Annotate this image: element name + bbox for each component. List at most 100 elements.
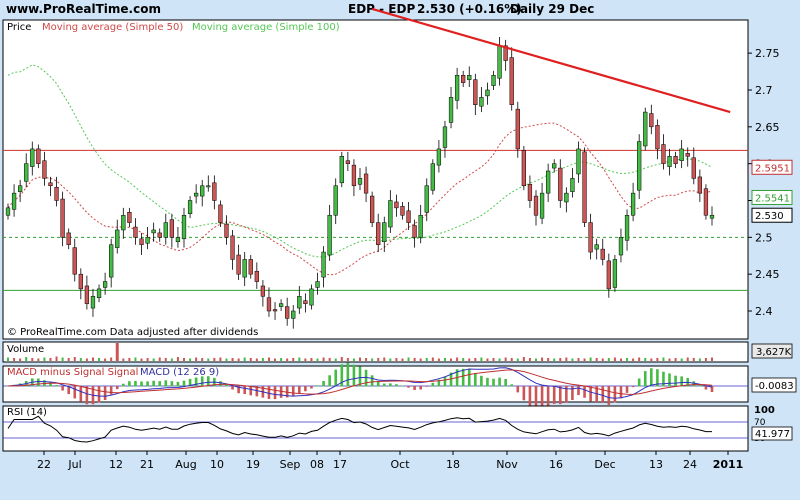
candle-body[interactable] [115,229,120,248]
candle-body[interactable] [667,156,672,167]
price-panel[interactable] [2,19,749,340]
candle-body[interactable] [90,296,96,309]
candle-body[interactable] [503,45,508,61]
candle-body[interactable] [479,97,484,107]
candle-body[interactable] [454,75,460,101]
candle-body[interactable] [30,148,35,167]
candle-body[interactable] [157,232,162,238]
candle-body[interactable] [600,248,605,260]
candle-body[interactable] [230,235,235,260]
candle-body[interactable] [491,75,496,86]
candle-body[interactable] [649,113,654,128]
candle-body[interactable] [370,195,375,223]
candle-body[interactable] [309,288,314,306]
candle-body[interactable] [54,186,59,201]
site-title[interactable]: www.ProRealTime.com [6,2,161,16]
candle-body[interactable] [60,198,65,238]
candle-body[interactable] [333,185,338,216]
candle-body[interactable] [266,297,272,312]
candle-body[interactable] [285,306,290,319]
candle-body[interactable] [297,296,302,309]
candle-body[interactable] [175,237,181,243]
candle-body[interactable] [181,214,187,240]
candle-body[interactable] [558,167,563,201]
candle-body[interactable] [42,160,47,179]
candle-body[interactable] [327,214,332,256]
candle-body[interactable] [24,163,29,182]
resistance-trendline[interactable] [371,7,731,114]
candle-body[interactable] [109,244,114,278]
volume-panel[interactable] [2,341,749,363]
candle-body[interactable] [515,108,520,150]
candle-body[interactable] [291,310,296,319]
candle-body[interactable] [145,237,150,244]
candle-body[interactable] [497,45,502,79]
candle-body[interactable] [467,75,472,80]
candle-body[interactable] [11,192,17,210]
candle-body[interactable] [254,270,259,282]
candle-body[interactable] [345,160,350,164]
candle-body[interactable] [588,222,593,253]
candle-body[interactable] [442,126,448,148]
candle-body[interactable] [278,303,284,307]
candle-body[interactable] [151,229,156,234]
candle-body[interactable] [570,178,575,192]
candle-body[interactable] [673,156,678,164]
candle-body[interactable] [139,238,144,245]
candle-body[interactable] [448,97,454,123]
candle-body[interactable] [133,226,138,238]
candle-body[interactable] [376,222,381,245]
candle-body[interactable] [436,148,442,166]
candle-body[interactable] [260,285,266,297]
candle-body[interactable] [630,192,636,216]
candle-body[interactable] [709,214,715,219]
candle-body[interactable] [637,141,642,191]
candle-body[interactable] [169,219,174,238]
candle-body[interactable] [363,173,369,194]
candle-body[interactable] [36,148,41,164]
candle-body[interactable] [691,157,696,179]
candle-body[interactable] [612,259,618,288]
candle-body[interactable] [509,57,514,105]
candle-body[interactable] [236,254,241,275]
candle-body[interactable] [187,200,193,215]
candle-body[interactable] [48,182,53,187]
candle-body[interactable] [102,281,108,288]
candle-body[interactable] [473,79,478,105]
candle-body[interactable] [685,153,690,157]
candle-body[interactable] [248,259,253,275]
candle-body[interactable] [351,164,357,187]
candle-body[interactable] [218,204,223,223]
candle-body[interactable] [394,201,399,209]
candle-body[interactable] [400,206,405,216]
candle-body[interactable] [424,185,429,213]
candle-body[interactable] [406,210,411,223]
candle-body[interactable] [430,163,435,191]
candle-body[interactable] [521,150,526,187]
candle-body[interactable] [224,223,229,238]
candle-body[interactable] [582,151,587,223]
candle-body[interactable] [357,178,363,185]
candle-body[interactable] [527,184,533,201]
candle-body[interactable] [533,195,539,216]
candle-body[interactable] [163,222,168,238]
candle-body[interactable] [618,237,624,256]
candle-body[interactable] [200,185,205,197]
candle-body[interactable] [388,200,393,228]
macd-panel[interactable] [2,365,749,403]
candle-body[interactable] [655,125,660,150]
candle-body[interactable] [594,244,599,250]
candle-body[interactable] [5,207,11,216]
candle-body[interactable] [321,251,326,278]
candle-body[interactable] [539,192,545,219]
candle-body[interactable] [418,214,423,238]
candle-body[interactable] [697,176,702,194]
candle-body[interactable] [485,89,490,97]
candle-body[interactable] [194,192,199,197]
candle-body[interactable] [121,214,126,231]
candle-body[interactable] [78,273,83,290]
candle-body[interactable] [66,232,71,245]
candle-body[interactable] [461,75,466,83]
candle-body[interactable] [212,182,217,201]
candle-body[interactable] [96,288,102,298]
